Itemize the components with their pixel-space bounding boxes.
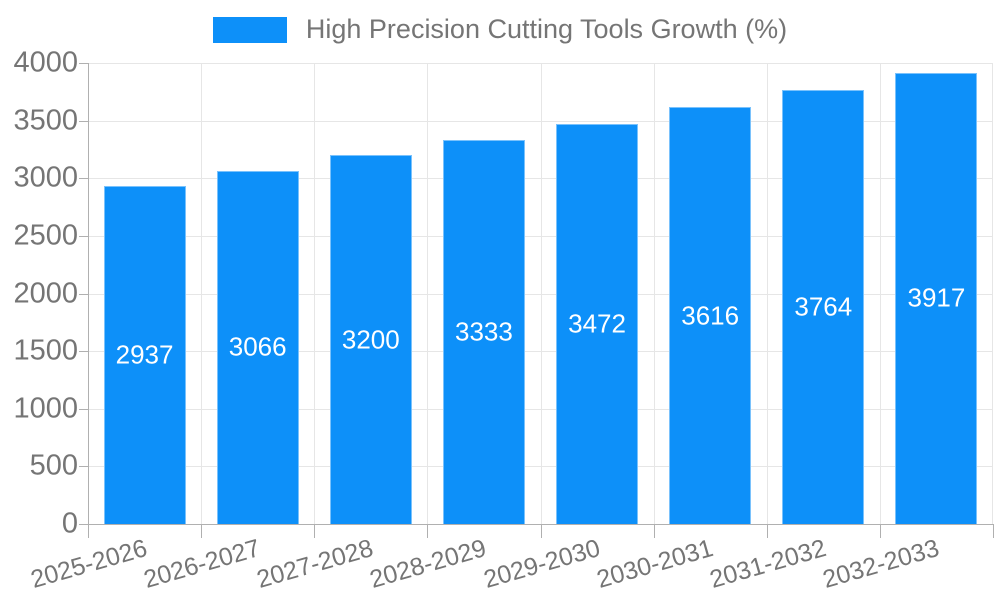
x-tick-mark: [201, 524, 203, 538]
x-tick-label: 2026-2027: [140, 534, 264, 594]
x-tick-label: 2025-2026: [27, 534, 151, 594]
bar[interactable]: [442, 139, 525, 524]
y-tick-mark: [79, 466, 88, 468]
y-tick-mark: [79, 120, 88, 122]
legend-item[interactable]: High Precision Cutting Tools Growth (%): [212, 14, 788, 45]
y-tick-label: 3000: [13, 161, 78, 194]
y-axis-labels: 0 500 1000 1500 2000 2500 3000 3500 4000: [0, 48, 78, 538]
legend-label: High Precision Cutting Tools Growth (%): [305, 14, 788, 44]
y-tick-label: 500: [29, 449, 78, 482]
x-tick-mark: [653, 524, 655, 538]
x-tick-mark: [993, 524, 994, 538]
v-gridline: [314, 63, 316, 524]
y-tick-label: 3500: [13, 104, 78, 137]
x-tick-label: 2028-2029: [367, 534, 490, 594]
y-tick-label: 1500: [13, 334, 78, 367]
v-gridline: [653, 63, 655, 524]
x-tick-label: 2029-2030: [480, 534, 603, 594]
x-tick-label: 2030-2031: [593, 534, 716, 594]
v-gridline: [879, 63, 881, 524]
y-tick-mark: [79, 293, 88, 295]
y-tick-mark: [79, 408, 88, 410]
x-tick-mark: [88, 524, 89, 538]
y-tick-label: 4000: [13, 46, 78, 79]
bar[interactable]: [895, 72, 978, 524]
y-tick-mark: [79, 235, 88, 237]
bar[interactable]: [669, 107, 752, 524]
legend-swatch: [212, 16, 287, 43]
x-tick-label: 2027-2028: [253, 534, 377, 594]
bar[interactable]: [556, 123, 639, 524]
bar[interactable]: [216, 170, 299, 524]
y-tick-label: 0: [61, 507, 78, 540]
y-tick-mark: [79, 524, 88, 525]
v-gridline: [540, 63, 542, 524]
y-tick-label: 2000: [13, 277, 78, 309]
v-gridline: [766, 63, 768, 524]
y-tick-label: 1000: [13, 392, 78, 425]
bar[interactable]: [329, 155, 412, 524]
bar[interactable]: [782, 90, 865, 524]
bar[interactable]: [103, 185, 186, 524]
v-gridline: [992, 63, 993, 524]
v-gridline: [427, 63, 429, 524]
x-tick-mark: [427, 524, 429, 538]
y-tick-label: 2500: [13, 219, 78, 252]
x-tick-mark: [540, 524, 542, 538]
v-gridline: [201, 63, 203, 524]
y-tick-mark: [79, 63, 88, 64]
y-tick-mark: [79, 351, 88, 353]
y-axis-line: [88, 63, 89, 524]
x-tick-mark: [766, 524, 768, 538]
x-tick-mark: [314, 524, 316, 538]
legend: High Precision Cutting Tools Growth (%): [0, 14, 1000, 45]
y-tick-mark: [79, 178, 88, 180]
plot-area: 2937 3066 3200 3333 3472 3616 3764 3917: [88, 63, 993, 524]
x-tick-label: 2031-2032: [706, 534, 830, 594]
x-tick-label: 2032-2033: [819, 534, 943, 594]
x-tick-mark: [879, 524, 881, 538]
